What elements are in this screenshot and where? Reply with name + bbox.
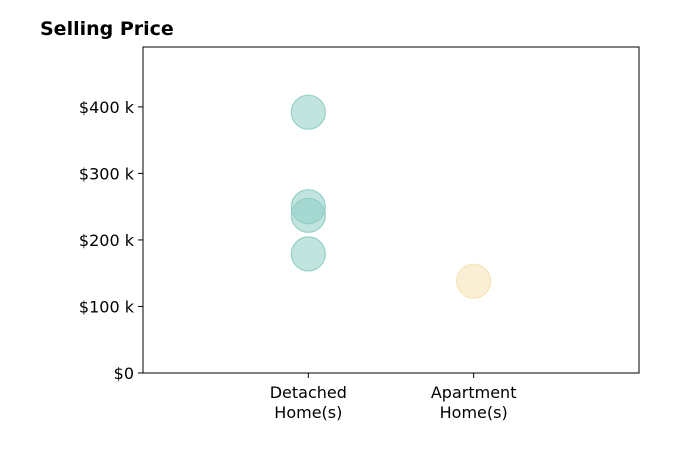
chart-title: Selling Price xyxy=(40,18,174,40)
x-tick-label: Apartment Home(s) xyxy=(431,383,517,422)
data-point xyxy=(456,263,492,299)
y-tick-label: $0 xyxy=(114,364,134,383)
x-tick-label: Detached Home(s) xyxy=(270,383,347,422)
y-tick-label: $100 k xyxy=(79,297,135,316)
y-tick-label: $300 k xyxy=(79,164,135,183)
y-tick-label: $400 k xyxy=(79,98,135,117)
data-point xyxy=(290,236,326,272)
plot-frame xyxy=(142,46,640,374)
plot-area: $0 $100 k $200 k $300 k $400 k Detached Home(s… xyxy=(79,46,640,422)
data-point xyxy=(290,197,326,233)
y-tick-label: $200 k xyxy=(79,231,135,250)
data-point xyxy=(290,94,326,130)
